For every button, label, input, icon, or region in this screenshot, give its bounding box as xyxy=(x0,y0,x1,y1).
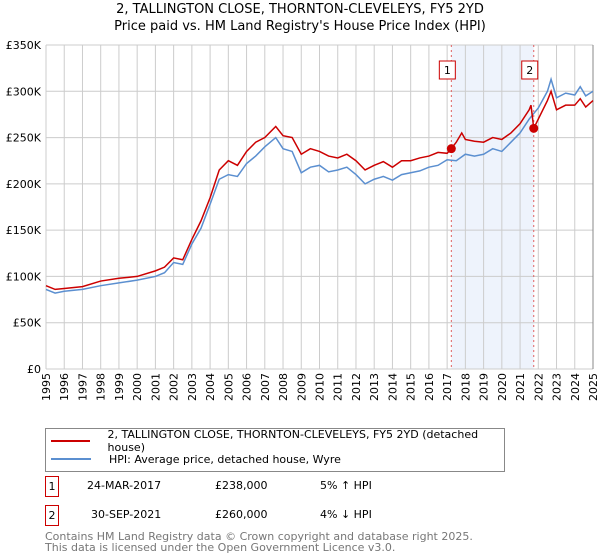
sale-date: 30-SEP-2021 xyxy=(91,508,162,521)
sale-badge: 1 xyxy=(45,476,59,497)
x-tick-label: 1999 xyxy=(113,373,126,401)
hpi-line xyxy=(45,76,594,294)
x-tick-label: 2017 xyxy=(441,373,454,401)
x-tick-label: 2023 xyxy=(551,373,564,401)
x-tick-label: 1998 xyxy=(95,373,108,401)
x-tick-label: 2015 xyxy=(405,373,418,401)
x-tick-label: 1996 xyxy=(58,373,71,401)
footer: Contains HM Land Registry data © Crown c… xyxy=(45,531,473,553)
sale-hpi: 5% ↑ HPI xyxy=(320,479,372,492)
x-tick-label: 2007 xyxy=(259,373,272,401)
x-tick-label: 2020 xyxy=(496,373,509,401)
x-tick-label: 2011 xyxy=(332,373,345,401)
legend-label: HPI: Average price, detached house, Wyre xyxy=(109,452,341,466)
x-tick-label: 2024 xyxy=(569,373,582,401)
sale-marker-box xyxy=(438,60,456,80)
x-tick-label: 2008 xyxy=(277,373,290,401)
x-tick-label: 2022 xyxy=(532,373,545,401)
x-tick-label: 2006 xyxy=(241,373,254,401)
x-tick-label: 2005 xyxy=(222,373,235,401)
sale-period-shading xyxy=(451,45,534,369)
x-tick-label: 2025 xyxy=(587,373,600,401)
sale-point xyxy=(446,144,456,154)
x-tick-label: 2019 xyxy=(478,373,491,401)
sale-hpi: 4% ↓ HPI xyxy=(320,508,372,521)
x-tick-label: 1997 xyxy=(76,373,89,401)
x-tick-label: 2013 xyxy=(368,373,381,401)
y-tick-label: £200K xyxy=(6,178,42,191)
sale-row-1: 1 24-MAR-2017 £238,000 5% ↑ HPI xyxy=(45,476,445,498)
footer-line: Contains HM Land Registry data © Crown c… xyxy=(45,530,473,543)
chart-title: 2, TALLINGTON CLOSE, THORNTON-CLEVELEYS,… xyxy=(116,2,484,17)
legend-swatch-blue xyxy=(51,458,91,460)
x-tick-label: 2001 xyxy=(149,373,162,401)
y-tick-label: £0 xyxy=(27,363,41,376)
x-tick-label: 2014 xyxy=(386,373,399,401)
sale-marker-box xyxy=(521,60,539,80)
x-tick-label: 2003 xyxy=(186,373,199,401)
x-tick-label: 2012 xyxy=(350,373,363,401)
y-tick-label: £100K xyxy=(6,270,42,283)
legend-label: 2, TALLINGTON CLOSE, THORNTON-CLEVELEYS,… xyxy=(107,428,479,454)
y-tick-label: £300K xyxy=(6,85,42,98)
sale-marker-label: 1 xyxy=(444,64,451,77)
footer-line: This data is licensed under the Open Gov… xyxy=(45,541,396,554)
x-tick-label: 2016 xyxy=(423,373,436,401)
property-price-line xyxy=(45,88,594,291)
sale-row-2: 2 30-SEP-2021 £260,000 4% ↓ HPI xyxy=(45,505,445,527)
x-tick-label: 2010 xyxy=(314,373,327,401)
y-tick-label: £150K xyxy=(6,224,42,237)
x-tick-label: 2002 xyxy=(168,373,181,401)
sale-price: £238,000 xyxy=(215,479,268,492)
legend-item-hpi: HPI: Average price, detached house, Wyre xyxy=(46,450,341,468)
x-tick-label: 2009 xyxy=(295,373,308,401)
y-tick-label: £250K xyxy=(6,132,42,145)
chart-subtitle: Price paid vs. HM Land Registry's House … xyxy=(114,19,486,34)
x-tick-label: 2004 xyxy=(204,373,217,401)
legend-item-property: 2, TALLINGTON CLOSE, THORNTON-CLEVELEYS,… xyxy=(46,428,504,454)
x-tick-label: 2018 xyxy=(459,373,472,401)
y-tick-label: £350K xyxy=(6,39,42,52)
legend: 2, TALLINGTON CLOSE, THORNTON-CLEVELEYS,… xyxy=(45,428,505,472)
x-tick-label: 1995 xyxy=(40,373,53,401)
sale-marker-label: 2 xyxy=(526,64,533,77)
plot-area: 1995 1996 1997 1998 1999 2000 2001 2002 2003 2004… xyxy=(6,39,600,401)
y-tick-label: £50K xyxy=(13,317,42,330)
sale-date: 24-MAR-2017 xyxy=(87,479,162,492)
sale-price: £260,000 xyxy=(215,508,268,521)
x-tick-label: 2021 xyxy=(514,373,527,401)
sale-point xyxy=(529,123,539,133)
sale-badge: 2 xyxy=(45,505,59,526)
x-tick-label: 2000 xyxy=(131,373,144,401)
legend-swatch-red xyxy=(51,440,90,442)
